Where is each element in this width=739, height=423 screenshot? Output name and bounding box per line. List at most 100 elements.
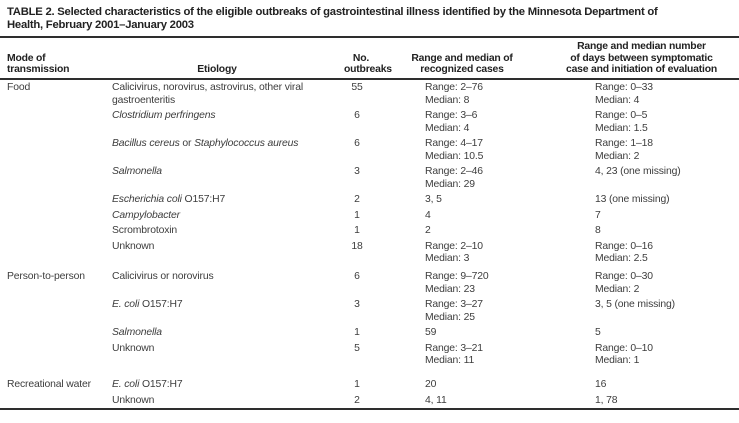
cell-value-line: 8 <box>595 225 601 237</box>
cell-no-outbreaks: 18 <box>351 240 363 252</box>
etiology-text: Unknown <box>112 240 155 252</box>
cell-value-line: Median: 25 <box>425 311 475 323</box>
cell-no-outbreaks: 3 <box>354 299 360 311</box>
cell-mode-of-transmission <box>0 297 104 325</box>
cell-recognized-cases: Range: 4–17 Median: 10.5 <box>394 136 544 164</box>
cell-etiology: Campylobacter <box>104 207 344 223</box>
cell-days-to-evaluation: Range: 0–5 Median: 1.5 <box>544 108 739 136</box>
cell-value-line: Median: 4 <box>425 122 470 134</box>
cell-recognized-cases: Range: 3–27 Median: 25 <box>394 297 544 325</box>
etiology-text: O157:H7 <box>139 379 183 391</box>
cell-value-line: Range: 4–17 <box>425 138 483 150</box>
cell-value-line: Median: 8 <box>425 94 470 106</box>
cell-etiology: Unknown <box>104 392 344 409</box>
cell-no-outbreaks: 5 <box>354 342 360 354</box>
cell-days-to-evaluation: 5 <box>544 325 739 341</box>
col-header-line: Mode of <box>7 52 46 64</box>
col-header-line: outbreaks <box>344 64 392 76</box>
cell-mode-of-transmission <box>0 192 104 208</box>
table-title-line: Health, February 2001–January 2003 <box>7 19 194 31</box>
cell-recognized-cases: 4, 11 <box>394 392 544 409</box>
cell-recognized-cases: 2 <box>394 223 544 239</box>
cell-etiology: Salmonella <box>104 164 344 192</box>
cell-value-line: 2 <box>425 225 431 237</box>
cell-value-line: Median: 4 <box>595 94 640 106</box>
cell-recognized-cases: Range: 2–10 Median: 3 <box>394 238 544 266</box>
cell-days-to-evaluation: 7 <box>544 207 739 223</box>
cell-days-to-evaluation: 13 (one missing) <box>544 192 739 208</box>
cell-etiology: E. coli O157:H7 <box>104 368 344 392</box>
cell-no-outbreaks: 1 <box>354 327 360 339</box>
cell-mode-of-transmission: Food <box>7 82 31 94</box>
etiology-text: Scrombrotoxin <box>112 225 178 237</box>
cell-mode-of-transmission: Person-to-person <box>7 271 85 283</box>
etiology-organism-name: Salmonella <box>112 327 162 339</box>
cell-recognized-cases: Range: 3–21 Median: 11 <box>394 340 544 368</box>
table-row: Scrombrotoxin 1 2 8 <box>0 223 739 239</box>
cell-no-outbreaks: 1 <box>354 379 360 391</box>
cell-value-line: Range: 0–5 <box>595 110 648 122</box>
cell-recognized-cases: Range: 3–6 Median: 4 <box>394 108 544 136</box>
table-row: Clostridium perfringens 6 Range: 3–6 Median… <box>0 108 739 136</box>
col-header-line: case and initiation of evaluation <box>565 64 718 76</box>
cell-value-line: 1, 78 <box>595 394 618 406</box>
table-body: Food Calicivirus, norovirus, astrovirus, … <box>0 79 739 409</box>
cell-mode-of-transmission: Recreational water <box>7 379 91 391</box>
etiology-organism-name: Clostridium perfringens <box>112 110 216 122</box>
etiology-text: or <box>179 138 195 150</box>
table-row: Bacillus cereus or Staphylococcus aureus… <box>0 136 739 164</box>
cell-value-line: Range: 1–18 <box>595 138 653 150</box>
cell-value-line: 5 <box>595 327 601 339</box>
cell-days-to-evaluation: Range: 0–10 Median: 1 <box>544 340 739 368</box>
etiology-organism-name: Campylobacter <box>112 209 180 221</box>
etiology-text: gastroenteritis <box>112 94 176 106</box>
cell-etiology: Calicivirus, norovirus, astrovirus, othe… <box>104 79 344 108</box>
etiology-text: O157:H7 <box>181 194 226 206</box>
col-header-line: of days between symptomatic <box>570 52 713 64</box>
col-header-line: transmission <box>7 64 70 76</box>
cell-no-outbreaks: 3 <box>354 166 360 178</box>
col-header-days-to-evaluation: Range and median number of days between s… <box>544 37 739 80</box>
cell-value-line: 59 <box>425 327 437 339</box>
cell-no-outbreaks: 2 <box>354 194 360 206</box>
cell-days-to-evaluation: 4, 23 (one missing) <box>544 164 739 192</box>
header-row: Mode of transmission Etiology No. outbreak… <box>0 37 739 80</box>
etiology-text: Calicivirus, norovirus, astrovirus, othe… <box>112 82 304 94</box>
cell-days-to-evaluation: Range: 0–16 Median: 2.5 <box>544 238 739 266</box>
col-header-line: No. <box>352 52 370 64</box>
cell-etiology: Bacillus cereus or Staphylococcus aureus <box>104 136 344 164</box>
table-row: Recreational water E. coli O157:H7 1 20 16 <box>0 368 739 392</box>
etiology-text: Calicivirus or norovirus <box>112 271 214 283</box>
cell-value-line: Range: 3–6 <box>425 110 478 122</box>
col-header-line: Range and median of <box>411 52 513 64</box>
cell-value-line: Median: 29 <box>425 178 475 190</box>
cell-value-line: 7 <box>595 209 601 221</box>
cell-recognized-cases: Range: 9–720 Median: 23 <box>394 266 544 297</box>
table-title-line: TABLE 2. Selected characteristics of the… <box>7 6 658 18</box>
cell-recognized-cases: 3, 5 <box>394 192 544 208</box>
cell-value-line: Range: 0–10 <box>595 342 653 354</box>
col-header-line: Etiology <box>197 64 237 76</box>
col-header-etiology: Etiology <box>104 37 344 80</box>
cell-value-line: Median: 3 <box>425 253 470 265</box>
cell-etiology: Escherichia coli O157:H7 <box>104 192 344 208</box>
cell-recognized-cases: 59 <box>394 325 544 341</box>
cell-days-to-evaluation: Range: 0–33 Median: 4 <box>544 79 739 108</box>
col-header-recognized-cases: Range and median of recognized cases <box>394 37 544 80</box>
cell-days-to-evaluation: Range: 1–18 Median: 2 <box>544 136 739 164</box>
table-title: TABLE 2. Selected characteristics of the… <box>0 0 739 32</box>
cell-value-line: Range: 2–76 <box>425 82 483 94</box>
table-row: Campylobacter 1 4 7 <box>0 207 739 223</box>
cell-mode-of-transmission <box>0 325 104 341</box>
etiology-text: Unknown <box>112 342 155 354</box>
cell-mode-of-transmission <box>0 392 104 409</box>
cell-value-line: Range: 9–720 <box>425 271 489 283</box>
col-header-line: Range and median number <box>577 41 706 52</box>
cell-days-to-evaluation: 8 <box>544 223 739 239</box>
cell-value-line: Median: 2 <box>595 283 640 295</box>
cell-value-line: Median: 11 <box>425 355 475 367</box>
cell-value-line: 16 <box>595 379 607 391</box>
etiology-organism-name: Salmonella <box>112 166 162 178</box>
cell-value-line: 4 <box>425 209 431 221</box>
cell-value-line: Range: 3–21 <box>425 342 483 354</box>
